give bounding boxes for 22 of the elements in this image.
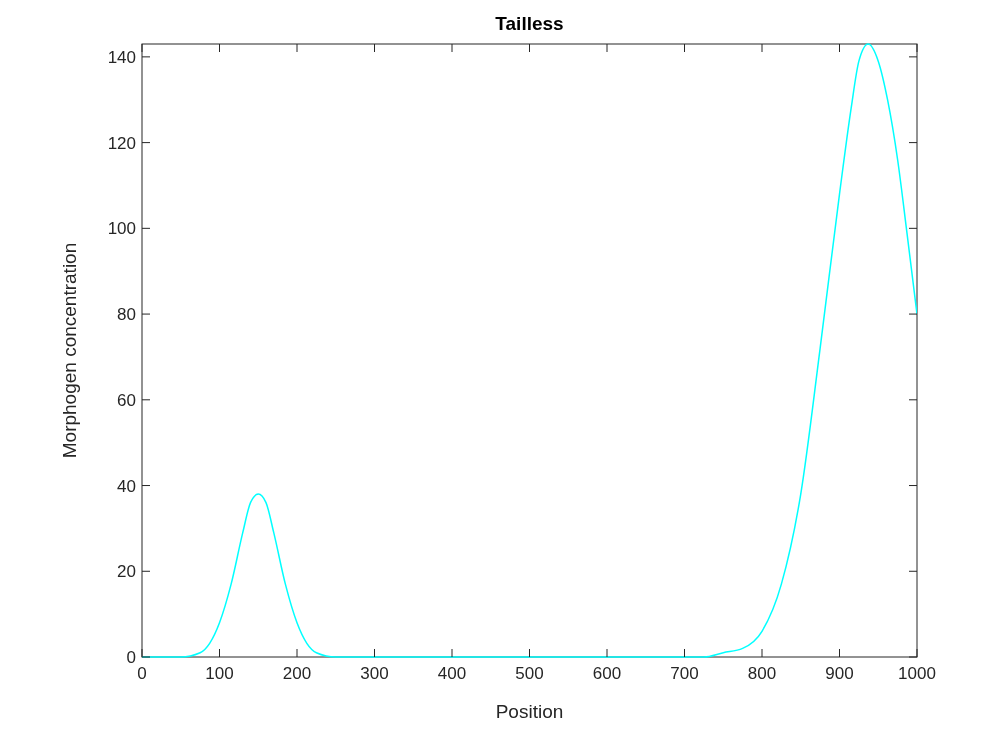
line-series bbox=[142, 43, 917, 658]
y-tick-label: 20 bbox=[117, 562, 136, 582]
y-tick-label: 60 bbox=[117, 390, 136, 410]
y-tick-label: 80 bbox=[117, 305, 136, 325]
y-axis-title: Morphogen concentration bbox=[59, 242, 80, 459]
x-tick-label: 400 bbox=[437, 664, 467, 683]
x-tick-label: 700 bbox=[670, 664, 699, 683]
x-tick-label: 300 bbox=[360, 664, 389, 683]
y-tick-label: 140 bbox=[107, 47, 136, 67]
x-axis-title: Position bbox=[495, 701, 564, 722]
x-tick-label: 900 bbox=[825, 664, 854, 683]
x-tick-label: 600 bbox=[592, 664, 622, 683]
x-tick-label: 200 bbox=[282, 664, 312, 683]
y-tick-label: 40 bbox=[117, 476, 136, 496]
y-tick-label: 100 bbox=[107, 219, 136, 239]
y-tick-label: 0 bbox=[126, 648, 136, 667]
x-tick-label: 1000 bbox=[898, 664, 936, 683]
chart-title: Tailless bbox=[495, 13, 564, 34]
x-tick-label: 100 bbox=[205, 664, 234, 683]
x-tick-label: 800 bbox=[747, 664, 777, 683]
x-tick-label: 500 bbox=[515, 664, 544, 683]
y-tick-label: 120 bbox=[107, 133, 136, 153]
